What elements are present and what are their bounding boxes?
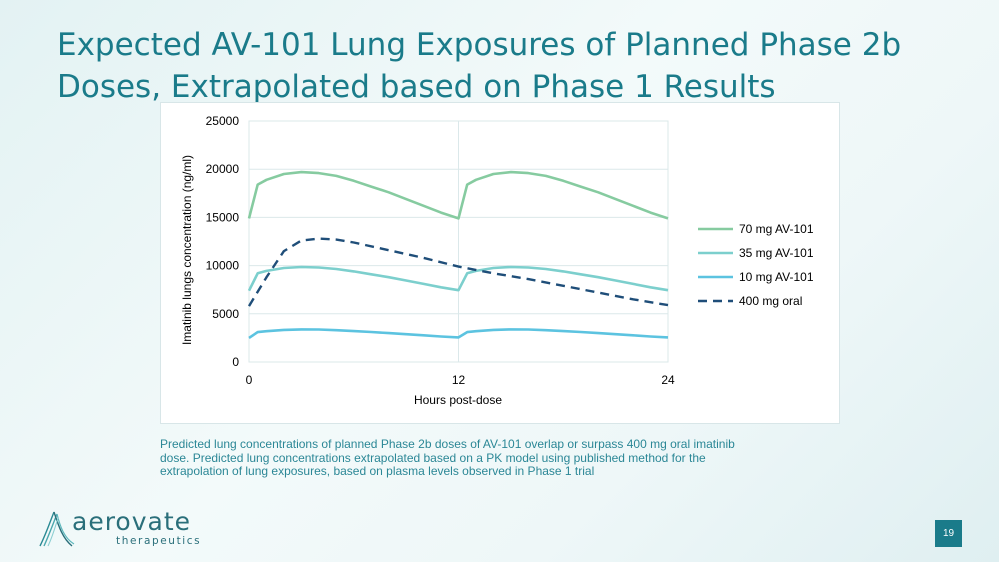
slide-caption: Predicted lung concentrations of planned…: [160, 437, 850, 479]
logo-mark-icon: [39, 511, 75, 547]
series-line-35-mg-av-101: [247, 265, 669, 292]
logo-subtitle: therapeutics: [116, 535, 202, 547]
y-tick-label: 25000: [206, 114, 240, 128]
caption-line-1: Predicted lung concentrations of planned…: [160, 437, 735, 451]
caption-line-3: extrapolation of lung exposures, based o…: [160, 464, 595, 478]
legend-label: 400 mg oral: [739, 294, 802, 308]
y-tick-label: 5000: [212, 307, 239, 321]
caption-line-2: dose. Predicted lung concentrations extr…: [160, 450, 706, 465]
legend-label: 70 mg AV-101: [739, 222, 814, 236]
line-chart: 0 5000 10000 15000 20000 25000 0 12 24 70 mg AV-…: [180, 114, 814, 407]
logo-wordmark: aerovate: [72, 507, 192, 536]
series-line-400-mg-oral: [247, 237, 669, 307]
y-tick-label: 10000: [206, 259, 240, 273]
y-tick-label: 0: [232, 355, 239, 369]
x-tick-label: 0: [246, 373, 253, 387]
slide-title: Expected AV-101 Lung Exposures of Planne…: [57, 24, 957, 108]
series-line-10-mg-av-101: [248, 328, 669, 339]
legend-label: 35 mg AV-101: [739, 246, 814, 260]
x-tick-label: 12: [452, 373, 466, 387]
y-tick-label: 15000: [206, 210, 240, 224]
chart-container: 0 5000 10000 15000 20000 25000 0 12 24 70 mg AV-…: [160, 102, 840, 424]
legend-label: 10 mg AV-101: [739, 270, 814, 284]
page-number: 19: [942, 528, 955, 539]
y-tick-label: 20000: [206, 162, 240, 176]
company-logo: aerovate therapeutics: [36, 508, 236, 552]
y-axis-label: Imatinib lungs concentration (ng/ml): [180, 155, 194, 345]
slide-title-line-2: Doses, Extrapolated based on Phase 1 Res…: [57, 69, 776, 105]
slide-title-line-1: Expected AV-101 Lung Exposures of Planne…: [57, 27, 902, 63]
page-number-badge: 19: [935, 520, 962, 547]
series-line-70-mg-av-101: [247, 170, 669, 220]
x-axis-label: Hours post-dose: [414, 393, 502, 407]
x-tick-label: 24: [661, 373, 675, 387]
